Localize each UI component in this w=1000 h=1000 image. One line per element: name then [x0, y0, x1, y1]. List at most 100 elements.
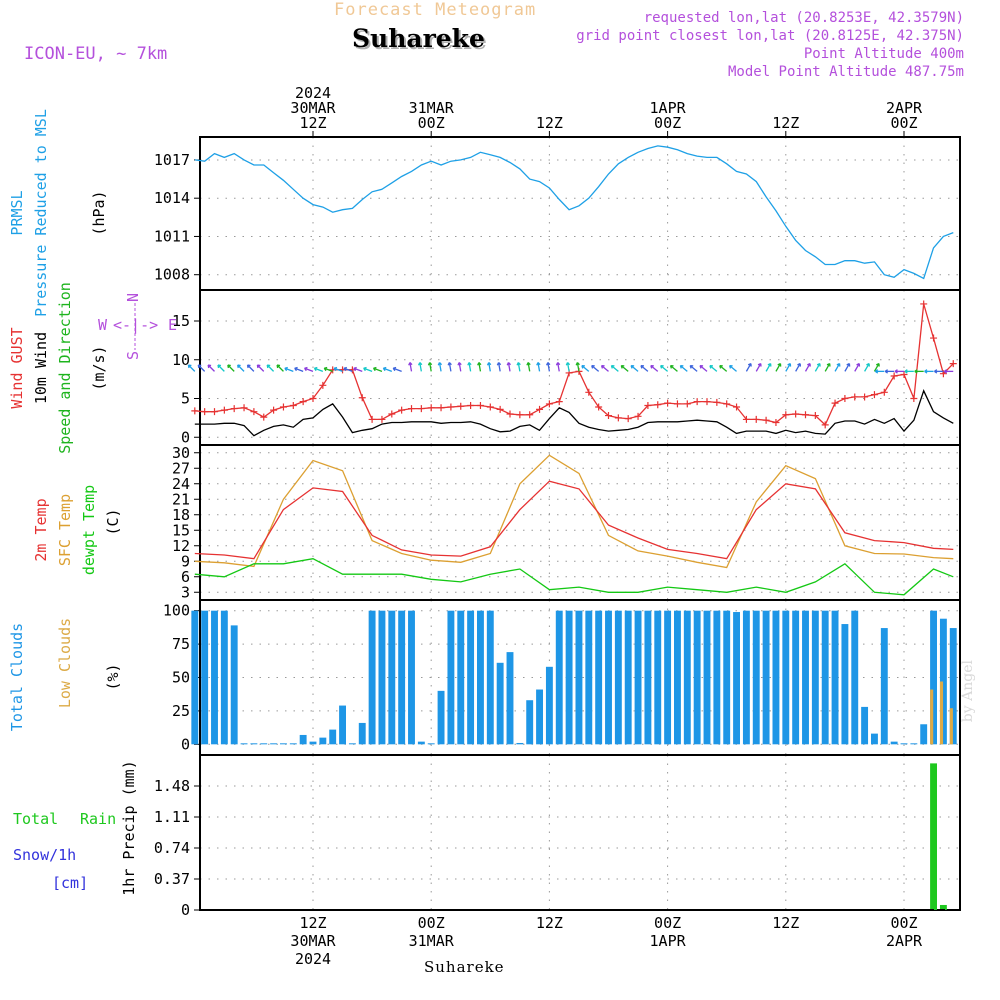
wind-gust-marker: [447, 403, 455, 411]
wind-direction-arrowhead: [807, 362, 811, 367]
temp-y-tick-label: 6: [181, 568, 190, 586]
wind-direction-arrowhead: [934, 369, 938, 374]
wind-gust-marker: [270, 406, 278, 414]
total-clouds-bar: [201, 610, 209, 745]
wind-direction-arrow: [795, 363, 801, 372]
wind-direction-arrowhead: [630, 364, 635, 369]
wind-gust-marker: [457, 402, 465, 410]
total-clouds-bar: [526, 700, 534, 745]
wind-gust-marker: [664, 399, 672, 407]
wind-direction-arrow: [576, 362, 580, 372]
wind-gust-line: [194, 303, 954, 427]
wind-direction-arrow: [419, 362, 422, 372]
clouds-y-tick-label: 75: [172, 635, 190, 653]
wind-direction-arrowhead: [333, 366, 338, 372]
clouds-label-low: Low Clouds: [56, 618, 74, 708]
total-clouds-bar: [437, 690, 445, 745]
total-clouds-bar: [723, 610, 731, 745]
wind-direction-arrow: [294, 367, 304, 372]
wind-direction-arrow: [804, 363, 811, 372]
closest-coords: grid point closest lon,lat (20.8125E, 42…: [576, 28, 964, 44]
wind-gust-marker: [792, 410, 800, 418]
pressure-label-prmsl: PRMSL: [8, 190, 26, 235]
wind-direction-arrow: [719, 365, 728, 372]
wind-gust-marker: [683, 400, 691, 408]
wind-direction-arrowhead: [197, 364, 202, 369]
total-clouds-bar: [664, 610, 672, 745]
wind-gust-marker: [526, 411, 534, 419]
top-time-label: 12Z: [299, 114, 326, 132]
wind-direction-arrowhead: [709, 364, 714, 369]
wind-direction-arrowhead: [575, 362, 580, 366]
wind-gust-marker: [752, 415, 760, 423]
total-clouds-bar: [368, 610, 376, 745]
wind-panel-frame: [199, 289, 961, 446]
wind-direction-arrow: [284, 367, 294, 372]
wind-direction-arrowhead: [467, 362, 472, 366]
wind-direction-arrowhead: [620, 364, 625, 369]
clouds-y-tick-label: 25: [172, 702, 190, 720]
total-clouds-bar: [270, 743, 278, 745]
wind-gust-marker: [870, 391, 878, 399]
total-clouds-bar: [683, 610, 691, 745]
wind-gust-marker: [673, 400, 681, 408]
wind-direction-arrowhead: [323, 366, 328, 372]
bottom-time-label: 12Z: [772, 914, 799, 932]
temp-y-tick-label: 18: [172, 506, 190, 524]
wind-direction-arrow: [620, 365, 629, 372]
wind-direction-arrow: [765, 363, 772, 372]
wind-gust-marker: [467, 401, 475, 409]
temp-y-tick-label: 12: [172, 537, 190, 555]
wind-direction-arrow: [324, 367, 333, 372]
wind-direction-arrowhead: [924, 369, 928, 374]
bottom-time-label: 12Z: [299, 914, 326, 932]
total-clouds-bar: [496, 662, 504, 745]
wind-direction-arrow: [709, 365, 718, 372]
total-clouds-bar: [536, 689, 543, 745]
wind-direction-arrowhead: [427, 362, 433, 366]
wind-gust-marker: [920, 300, 928, 308]
pressure-label-msl: Pressure Reduced to MSL: [32, 109, 50, 317]
wind-direction-arrowhead: [816, 362, 821, 367]
wind-gust-marker: [693, 398, 701, 406]
total-clouds-bar: [555, 610, 563, 745]
wind-gust-marker: [900, 370, 908, 378]
wind-direction-arrowhead: [904, 369, 908, 374]
top-time-label: 1APR: [650, 99, 687, 117]
wind-direction-arrowhead: [874, 369, 879, 374]
temp-y-tick-label: 30: [172, 444, 190, 462]
wind-direction-arrowhead: [294, 366, 298, 372]
wind-gust-marker: [388, 410, 396, 418]
wind-direction-arrow: [353, 367, 363, 372]
wind-gust-marker: [417, 405, 425, 413]
wind-direction-arrow: [581, 365, 590, 372]
wind-direction-arrowhead: [600, 364, 605, 369]
total-clouds-bar: [329, 729, 337, 745]
temp-y-tick-label: 21: [172, 490, 190, 508]
wind-gust-marker: [378, 415, 386, 423]
wind-direction-arrowhead: [650, 364, 654, 369]
total-clouds-bar: [831, 610, 839, 745]
wind-direction-arrow: [256, 364, 265, 372]
wind-direction-arrowhead: [363, 366, 367, 372]
total-clouds-bar: [388, 610, 396, 745]
wind-direction-arrowhead: [679, 364, 684, 369]
wind-gust-marker: [516, 411, 524, 419]
wind-speed-line: [194, 389, 954, 437]
temp-y-tick-label: 3: [181, 583, 190, 601]
rain-bar: [939, 904, 947, 910]
total-clouds-bar: [358, 722, 366, 745]
wind-direction-arrowhead: [729, 364, 733, 369]
wind-direction-arrowhead: [408, 362, 413, 366]
wind-direction-arrow: [383, 367, 393, 372]
total-clouds-bar: [890, 741, 898, 745]
wind-gust-marker: [930, 334, 938, 342]
wind-gust-marker: [309, 395, 317, 402]
wind-direction-arrowhead: [304, 366, 308, 372]
total-clouds-bar: [477, 610, 484, 745]
wind-gust-marker: [398, 406, 406, 414]
total-clouds-bar: [339, 705, 346, 745]
wind-direction-arrowhead: [884, 369, 888, 374]
bottom-time-label: 1APR: [650, 932, 687, 950]
